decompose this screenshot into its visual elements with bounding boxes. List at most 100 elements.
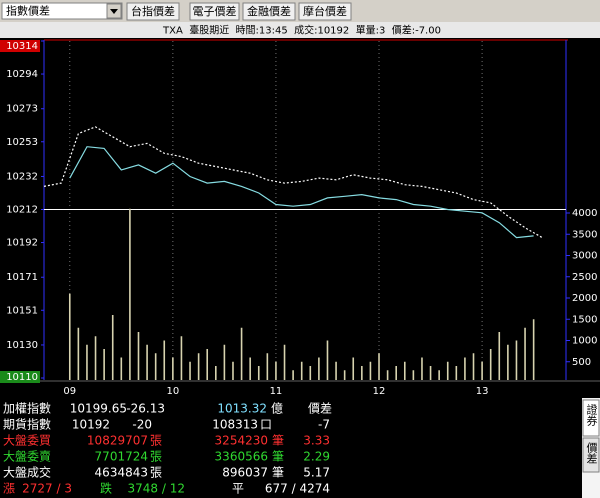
table-cell: 口 <box>260 418 272 432</box>
volume-bar <box>489 349 492 380</box>
table-cell: 677 / 4274 <box>265 482 330 496</box>
table-cell: 108313 <box>212 418 258 432</box>
table-cell: 7701724 <box>95 450 148 464</box>
table-cell: 筆 <box>272 466 284 480</box>
table-cell: 價差 <box>308 402 332 416</box>
toolbar-button[interactable] <box>242 2 296 21</box>
table-cell: -7 <box>318 418 330 432</box>
volume-bar <box>103 349 105 380</box>
table-cell: -26.13 <box>126 402 165 416</box>
y-tick-label: 10110 <box>6 372 38 383</box>
volume-bar <box>403 361 406 380</box>
y-tick-label: 10192 <box>6 238 38 249</box>
y-tick-label: 10232 <box>6 171 38 182</box>
table-cell: 3254230 <box>215 434 268 448</box>
table-cell: 大盤委買 <box>3 434 51 448</box>
y-tick-label: 10212 <box>6 205 38 216</box>
volume-bar <box>515 340 518 380</box>
volume-bar <box>318 357 320 380</box>
table-cell: 大盤成交 <box>3 465 51 480</box>
y2-tick-label: 1000 <box>572 336 597 347</box>
volume-bar <box>266 353 269 380</box>
table-cell: 大盤委賣 <box>3 449 51 464</box>
futures-line <box>43 126 543 239</box>
y2-tick-label: 2500 <box>572 272 597 283</box>
volume-bar <box>137 332 140 380</box>
table-cell: 億 <box>271 402 283 416</box>
volume-bar <box>275 361 277 380</box>
toolbar-button[interactable] <box>189 2 240 21</box>
table-cell: 筆 <box>272 450 284 464</box>
volume-bar <box>507 344 509 380</box>
toolbar-button[interactable] <box>126 2 180 21</box>
side-tab-label: 價差 <box>585 441 598 464</box>
table-cell: 加權指數 <box>3 401 51 416</box>
volume-bar <box>257 366 260 380</box>
table-cell: 896037 <box>222 466 268 480</box>
volume-bar <box>429 366 432 380</box>
table-cell: 10829707 <box>87 434 148 448</box>
table-cell: -20 <box>132 418 152 432</box>
tick-highlight <box>0 371 40 383</box>
dropdown-arrow <box>110 9 118 14</box>
volume-bar <box>215 366 217 380</box>
volume-bar <box>421 357 423 380</box>
table-cell: 筆 <box>272 434 284 448</box>
table-cell: 漲 <box>3 482 15 496</box>
volume-bar <box>206 349 209 380</box>
y-tick-label: 10130 <box>6 340 38 351</box>
volume-bar <box>129 208 131 380</box>
index-line <box>69 146 534 239</box>
volume-bar <box>395 366 397 380</box>
y-tick-label: 10273 <box>6 104 38 115</box>
volume-bar <box>438 370 440 380</box>
dropdown[interactable] <box>1 2 123 20</box>
volume-bar <box>524 327 526 380</box>
volume-bar <box>472 353 475 380</box>
dropdown-text: 指數價差 <box>6 4 50 18</box>
toolbar-button[interactable] <box>298 2 352 21</box>
table-cell: 跌 <box>100 481 112 496</box>
y2-tick-label: 2000 <box>572 293 597 304</box>
table-cell: 張 <box>150 466 162 480</box>
volume-bar <box>283 344 286 380</box>
volume-bar <box>197 353 200 380</box>
volume-bar <box>352 357 355 380</box>
toolbar-button-label: 摩台價差 <box>303 4 347 18</box>
y2-tick-label: 4000 <box>572 208 597 219</box>
volume-bar <box>120 357 123 380</box>
volume-bar <box>94 336 97 380</box>
volume-bar <box>180 336 183 380</box>
volume-bar <box>378 353 380 380</box>
volume-bar <box>154 353 157 380</box>
y2-tick-label: 500 <box>572 357 591 368</box>
volume-bar <box>386 370 389 380</box>
y2-tick-label: 3500 <box>572 229 597 240</box>
volume-bar <box>111 315 114 380</box>
side-tab-label: 證券 <box>585 403 598 426</box>
quote-table <box>0 398 582 498</box>
y-tick-label: 10151 <box>6 305 38 316</box>
volume-bar <box>369 361 372 380</box>
y2-tick-label: 1500 <box>572 314 597 325</box>
info-line: TXA 臺股期近 時間:13:45 成交:10192 單量:3 價差:-7.00 <box>162 24 441 37</box>
x-tick-label: 11 <box>270 386 283 397</box>
volume-bar <box>498 332 501 380</box>
table-cell: 5.17 <box>303 466 330 480</box>
y2-tick-label: 3000 <box>572 251 597 262</box>
toolbar-button-label: 金融價差 <box>247 4 291 18</box>
toolbar-button-label: 台指價差 <box>131 4 175 18</box>
table-cell: 1013.32 <box>217 402 267 416</box>
volume-bar <box>189 361 191 380</box>
table-cell: 2727 / 3 <box>22 482 72 496</box>
x-tick-label: 12 <box>373 386 386 397</box>
side-tab[interactable] <box>582 437 600 473</box>
side-tab[interactable] <box>582 399 600 437</box>
volume-bar <box>412 370 415 380</box>
volume-bar <box>172 357 174 380</box>
volume-bar <box>240 327 243 380</box>
table-cell: 3.33 <box>303 434 330 448</box>
y-tick-label: 10171 <box>6 272 38 283</box>
volume-bar <box>455 366 458 380</box>
volume-bar <box>86 344 88 380</box>
